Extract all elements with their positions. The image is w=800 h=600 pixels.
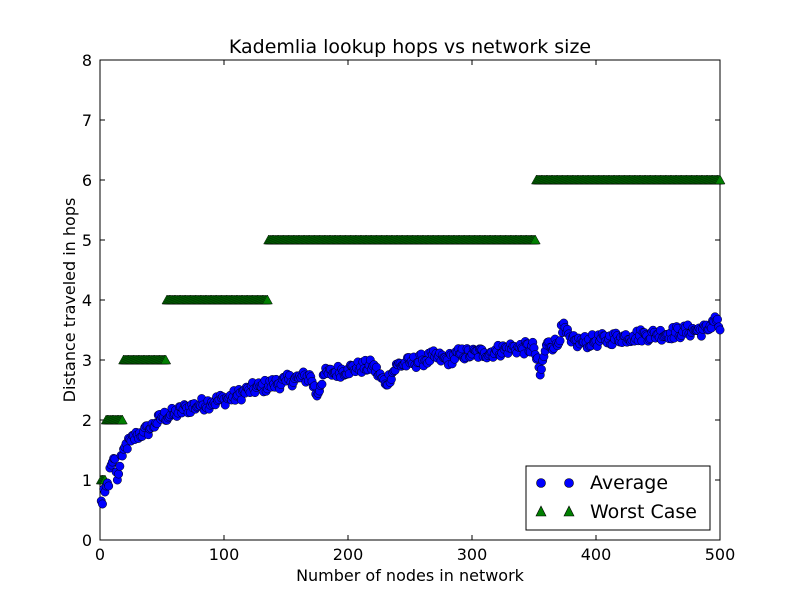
legend-average-marker-1: [536, 478, 546, 488]
worst-case-point: [261, 294, 273, 305]
average-point: [713, 314, 722, 324]
x-tick-label: 0: [95, 545, 105, 564]
x-tick-label: 500: [705, 545, 736, 564]
worst-case-point: [714, 174, 726, 185]
average-point: [317, 379, 327, 389]
worst-case-point: [529, 234, 541, 245]
y-tick-label: 8: [82, 51, 92, 70]
y-tick-label: 7: [82, 111, 92, 130]
average-series: [96, 312, 725, 509]
y-tick-label: 5: [82, 231, 92, 250]
average-point: [104, 481, 114, 491]
legend-worst-marker-2: [563, 505, 575, 517]
average-point: [536, 364, 546, 374]
x-tick-label: 300: [457, 545, 488, 564]
average-point: [715, 325, 725, 335]
worst-case-point: [160, 354, 172, 365]
legend-box: [525, 465, 711, 531]
average-point: [122, 444, 132, 454]
legend-average-label: Average: [590, 472, 668, 494]
average-point: [555, 336, 565, 346]
y-tick-label: 0: [82, 531, 92, 550]
average-point: [98, 499, 107, 509]
chart-title: Kademlia lookup hops vs network size: [229, 36, 591, 58]
legend-average-marker-2: [564, 478, 574, 488]
x-tick-label: 100: [209, 545, 240, 564]
y-tick-label: 3: [82, 351, 92, 370]
y-tick-label: 2: [82, 411, 92, 430]
average-point: [115, 461, 125, 471]
axis-ticks: 0 100 200 300 400 500 0 1 2 3 4 5 6 7 8: [82, 51, 735, 564]
legend-worst-marker-1: [535, 505, 547, 517]
average-point: [236, 395, 246, 405]
y-tick-label: 1: [82, 471, 92, 490]
y-axis-title: Distance traveled in hops: [60, 198, 79, 403]
x-tick-label: 200: [333, 545, 364, 564]
worst-case-point: [116, 414, 128, 425]
y-tick-label: 4: [82, 291, 92, 310]
worst-case-series: [95, 174, 726, 485]
chart-legend: Average Worst Case: [525, 465, 711, 531]
legend-worst-label: Worst Case: [590, 501, 697, 523]
x-tick-label: 400: [581, 545, 612, 564]
y-tick-label: 6: [82, 171, 92, 190]
average-point: [114, 469, 124, 479]
x-axis-title: Number of nodes in network: [296, 566, 525, 585]
